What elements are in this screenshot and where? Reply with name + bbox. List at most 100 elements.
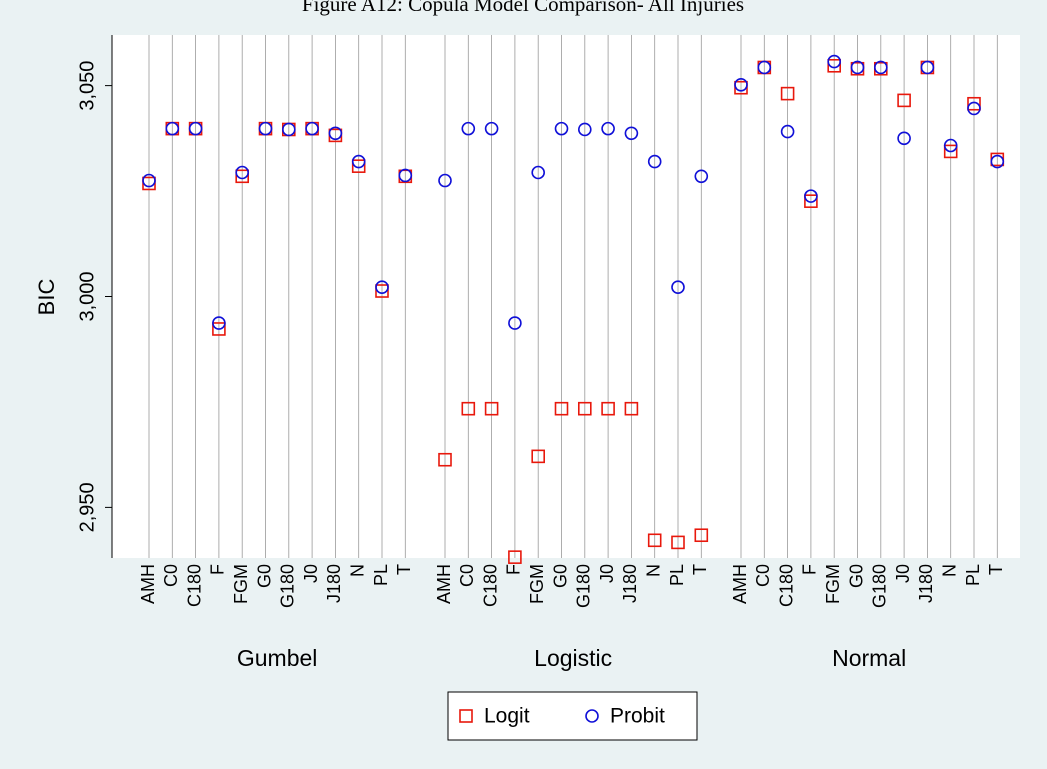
x-tick-label: PL	[963, 564, 983, 586]
x-tick-label: PL	[371, 564, 391, 586]
x-tick-label: J180	[324, 564, 344, 603]
legend-label: Logit	[484, 705, 530, 728]
marker-square	[647, 533, 662, 548]
marker-circle	[554, 121, 569, 136]
x-tick-label: AMH	[730, 564, 750, 604]
marker-circle	[827, 54, 842, 69]
marker-circle	[188, 121, 203, 136]
marker-square	[508, 550, 522, 564]
marker-circle	[351, 154, 366, 169]
marker-circle	[757, 60, 772, 75]
x-tick-label: F	[800, 564, 820, 575]
marker-circle	[943, 138, 958, 153]
legend-marker	[459, 709, 473, 723]
marker-square	[671, 535, 685, 550]
marker-circle	[305, 121, 319, 136]
marker-circle	[990, 154, 1005, 169]
x-tick-label: J180	[620, 564, 640, 603]
marker-square	[554, 401, 569, 416]
x-tick-label: C180	[776, 564, 796, 607]
x-tick-label: PL	[667, 564, 687, 586]
x-tick-label: J180	[916, 564, 936, 603]
marker-circle	[142, 173, 156, 188]
marker-circle	[328, 126, 343, 141]
x-tick-label: C0	[753, 564, 773, 587]
marker-circle	[375, 280, 389, 295]
x-tick-label: J0	[301, 564, 321, 583]
x-tick-label: G0	[846, 564, 866, 588]
marker-circle	[461, 121, 476, 136]
x-tick-label: J0	[597, 564, 617, 583]
marker-circle	[165, 121, 180, 136]
marker-circle	[438, 173, 452, 188]
x-tick-label: G180	[278, 564, 298, 608]
marker-square	[461, 401, 476, 416]
marker-square	[943, 144, 958, 159]
x-tick-label: C180	[480, 564, 500, 607]
marker-circle	[850, 60, 865, 75]
marker-square	[351, 159, 366, 173]
marker-circle	[577, 122, 592, 137]
x-tick-label: N	[643, 564, 663, 577]
x-tick-label: F	[208, 564, 228, 575]
x-tick-label: F	[504, 564, 524, 575]
group-label: Gumbel	[237, 645, 318, 671]
marker-square	[804, 194, 818, 208]
marker-circle	[484, 121, 499, 136]
x-tick-label: N	[939, 564, 959, 577]
marker-circle	[897, 131, 911, 146]
marker-square	[780, 86, 795, 101]
x-tick-label: C0	[457, 564, 477, 587]
marker-circle	[873, 60, 888, 75]
x-tick-label: G180	[574, 564, 594, 608]
marker-circle	[624, 126, 639, 141]
marker-circle	[647, 154, 662, 169]
x-tick-label: FGM	[231, 564, 251, 604]
y-tick-label: 3,000	[76, 271, 98, 321]
marker-circle	[734, 77, 748, 92]
marker-circle	[281, 122, 296, 137]
x-tick-label: G0	[254, 564, 274, 588]
x-tick-label: AMH	[138, 564, 158, 604]
group-label: Normal	[832, 645, 906, 671]
x-tick-label: N	[347, 564, 367, 577]
x-tick-label: AMH	[434, 564, 454, 604]
chart-title: Figure A12: Copula Model Comparison- All…	[302, 0, 744, 16]
y-tick-label: 2,950	[76, 482, 98, 532]
x-tick-label: C180	[184, 564, 204, 607]
marker-circle	[920, 60, 935, 75]
marker-circle	[212, 316, 226, 330]
y-axis-label: BIC	[34, 279, 59, 316]
marker-square	[827, 58, 842, 73]
marker-circle	[258, 121, 273, 136]
marker-circle	[398, 168, 413, 183]
marker-square	[967, 96, 981, 111]
plot-area	[112, 35, 1020, 558]
marker-square	[375, 284, 389, 298]
x-tick-label: FGM	[527, 564, 547, 604]
marker-square	[601, 401, 615, 416]
y-tick-label: 3,050	[76, 61, 98, 111]
marker-circle	[601, 121, 615, 136]
marker-square	[484, 401, 499, 416]
group-label: Logistic	[534, 645, 612, 671]
legend-label: Probit	[610, 705, 665, 728]
marker-circle	[235, 165, 249, 180]
x-tick-label: T	[986, 564, 1006, 575]
marker-square	[694, 528, 709, 543]
marker-circle	[508, 316, 522, 330]
marker-circle	[780, 124, 795, 139]
marker-circle	[671, 280, 685, 295]
legend-marker	[585, 709, 599, 723]
marker-circle	[967, 101, 981, 116]
marker-square	[897, 93, 911, 108]
x-tick-label: J0	[893, 564, 913, 583]
marker-circle	[694, 169, 709, 184]
x-tick-label: C0	[161, 564, 181, 587]
marker-square	[531, 449, 546, 464]
marker-circle	[531, 165, 546, 180]
marker-square	[624, 401, 639, 416]
legend-box	[447, 691, 698, 741]
x-tick-label: G180	[870, 564, 890, 608]
